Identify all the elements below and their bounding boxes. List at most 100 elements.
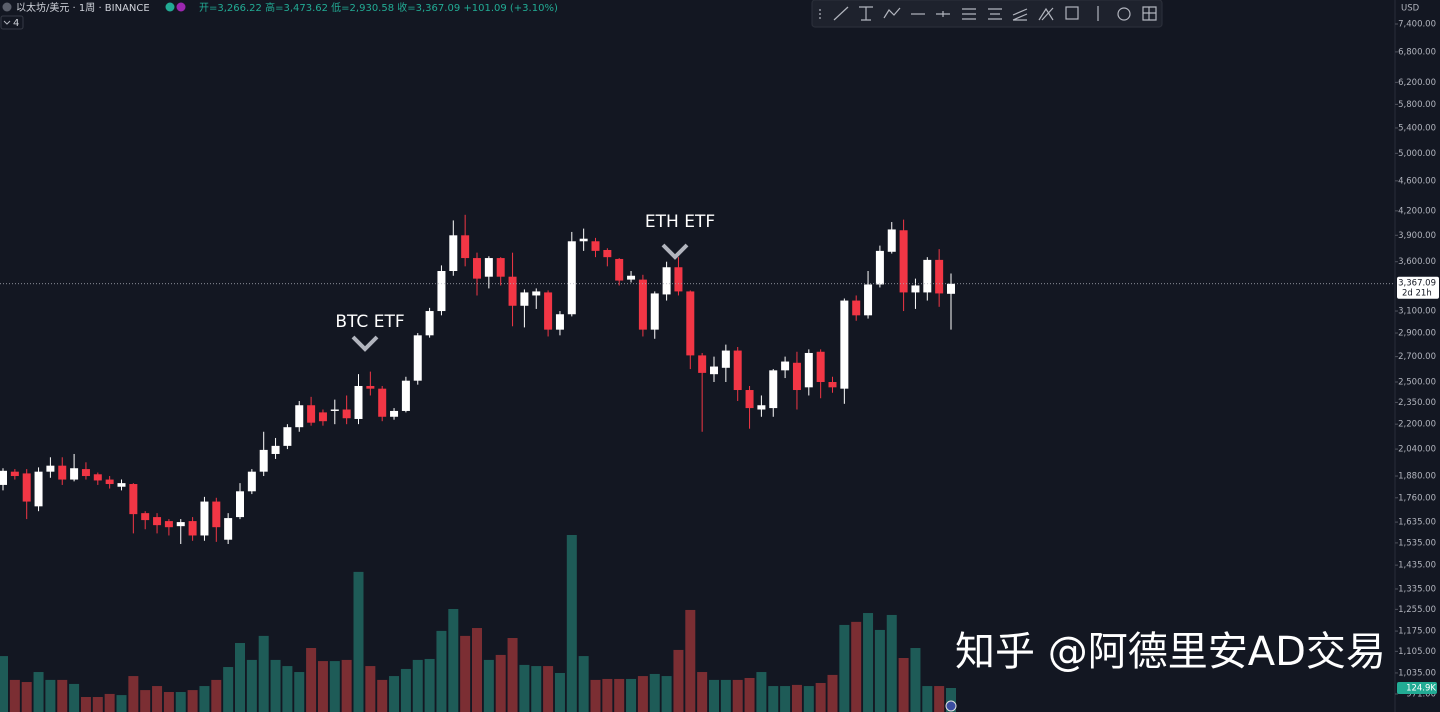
candle-body [129,484,138,515]
y-tick-label: 971.00 [1406,690,1436,700]
volume-bar [128,676,139,712]
y-tick-label: 3,100.00 [1398,307,1436,317]
candle-body [662,267,671,295]
candle-body [342,409,351,419]
y-tick-label: 2,040.00 [1398,445,1436,455]
candle-body [484,258,493,277]
drawing-toolbar [811,0,1163,28]
toolbar-bg [811,0,1163,28]
volume-bar [448,608,459,712]
volume-bar [317,661,328,712]
volume-bar [306,648,317,712]
candle-body [947,283,955,294]
volume-bar [223,667,234,712]
volume-bar [661,676,672,712]
candle-body [366,385,375,389]
ray-tool[interactable] [936,11,950,17]
grid-tool[interactable] [1142,6,1157,21]
candle-body [22,473,31,502]
candle-body [224,518,233,540]
volume-bar [709,679,719,712]
volume-bar [614,678,625,712]
volume-bar [436,630,447,712]
candle-body [555,314,564,330]
candle-body [390,410,399,417]
y-tick-label: 6,800.00 [1398,47,1436,57]
candle-body [0,470,7,485]
rect-tool[interactable] [1065,6,1079,20]
candle-body [781,361,790,371]
candle-body [176,522,185,527]
candle-body [627,275,636,280]
volume-bar [460,635,471,712]
volume-bar [45,679,56,712]
candle-body [911,285,920,293]
candle-body [721,350,730,368]
volume-bar [246,659,257,712]
candle-body [10,471,19,477]
volume-bar [329,661,340,712]
candle-body [875,250,884,285]
y-tick-label: 4,600.00 [1398,176,1436,186]
axis-bg [1395,0,1440,712]
volume-bar [507,638,518,712]
candle-body [686,291,695,356]
indicator-toggle[interactable] [0,15,24,30]
candle-body [93,474,102,481]
volume-bar [531,666,542,712]
volume-label: 124.9K [1406,683,1436,693]
volume-bar [815,682,826,712]
candle-body [413,335,422,381]
volume-bar [898,657,909,712]
volume-bar [424,658,435,712]
volume-bar [839,624,850,712]
candle-body [200,501,209,536]
candle-body [615,258,624,281]
candle-body [757,405,766,410]
volume-bar [637,676,648,712]
volume-bar [341,659,352,712]
volume-bar [874,629,885,712]
volume-bar [720,679,731,712]
currency: USD [1401,4,1420,14]
volume-bar [851,621,862,712]
pattern-tool[interactable] [1038,7,1054,21]
ohlc: 开=3,266.22 高=3,473.62 低=2,930.58 收=3,367… [199,1,558,14]
path-tool[interactable] [883,7,901,19]
candle-body [638,279,647,330]
candle-body [935,259,944,294]
y-tick-label: 2,350.00 [1398,398,1436,408]
volume-bar [483,659,494,712]
y-tick-label: 5,800.00 [1398,100,1436,110]
volume-bar [199,686,210,712]
volume-bar [886,614,897,712]
volume-bar [104,693,115,712]
candle-body [603,250,612,258]
volume-bar [353,571,364,712]
trend-line-tool[interactable] [833,6,849,21]
volume-bar [365,666,376,712]
candle-body [887,229,896,252]
candle-body [674,267,683,292]
volume-bar [140,690,151,712]
y-tick-label: 1,760.00 [1398,493,1436,503]
volume-bar [732,679,743,712]
y-tick-label: 5,400.00 [1398,123,1436,133]
volume-bar [934,686,945,712]
volume-bar [152,686,163,712]
pitchfork-tool[interactable] [1012,8,1028,21]
y-tick-label: 3,900.00 [1398,231,1436,241]
candle-body [852,300,861,316]
circle-tool[interactable] [1117,7,1131,21]
y-tick-label: 1,335.00 [1398,584,1436,594]
channel-tool[interactable] [988,8,1002,20]
candle-body [698,355,707,373]
symbol: 以太坊/美元 · 1周 · BINANCE [16,1,150,14]
volume-bar [744,677,755,712]
candle-body [816,351,825,383]
candle-body [650,293,659,330]
annotation-arrow [661,243,689,260]
text-tool[interactable] [859,6,873,21]
fib-tool[interactable] [962,8,976,20]
chevron [3,20,11,25]
